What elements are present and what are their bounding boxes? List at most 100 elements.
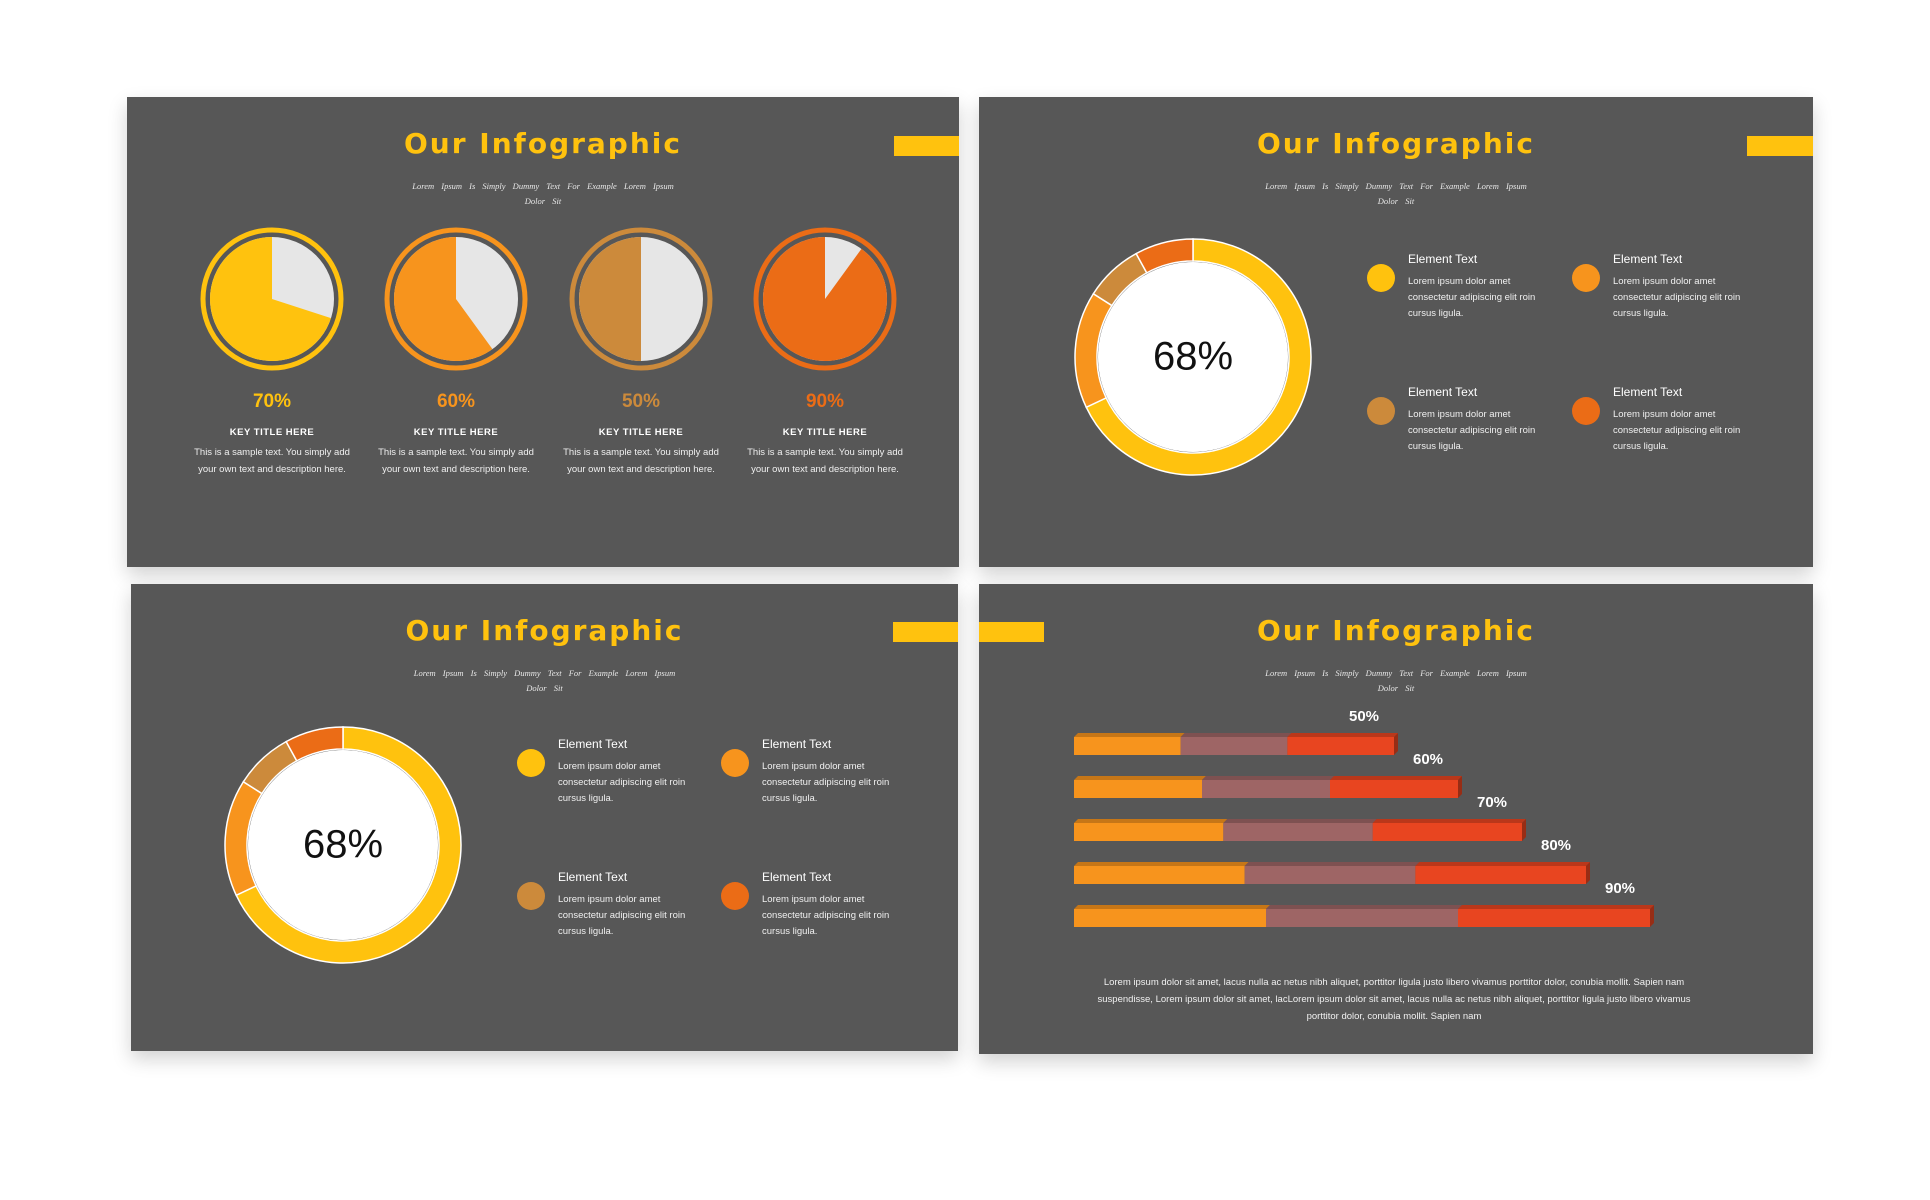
accent-bar xyxy=(1747,136,1813,156)
pie-slice xyxy=(393,237,493,361)
legend-title: Element Text xyxy=(1408,385,1478,399)
pie-percent: 50% xyxy=(621,391,661,412)
slide-title: Our Infographic xyxy=(405,614,684,647)
key-title: KEY TITLE HERE xyxy=(413,427,499,438)
pie-card: 60% KEY TITLE HERE This is a sample text… xyxy=(366,227,546,478)
bar-value-label: 80% xyxy=(1541,837,1572,854)
bar-top-face xyxy=(1074,905,1270,909)
pie-card: 70% KEY TITLE HERE This is a sample text… xyxy=(182,227,362,478)
key-description: This is a sample text. You simply add yo… xyxy=(378,447,534,475)
slide-donut-alt: Our Infographic Lorem Ipsum Is Simply Du… xyxy=(131,584,958,1051)
bar-top-face xyxy=(1074,733,1185,737)
pie-percent: 90% xyxy=(805,391,845,412)
legend-description: Lorem ipsum dolor amet consectetur adipi… xyxy=(1408,409,1536,452)
donut-hole xyxy=(248,750,438,940)
key-description: This is a sample text. You simply add yo… xyxy=(747,447,903,475)
legend-title: Element Text xyxy=(558,737,628,751)
donut-segment xyxy=(1135,238,1194,274)
legend-title: Element Text xyxy=(1613,252,1683,266)
bar-segment xyxy=(1244,866,1416,884)
bar-segment xyxy=(1223,823,1373,841)
bar-top-face xyxy=(1266,905,1462,909)
bar-top-face xyxy=(1180,733,1292,737)
donut-segment xyxy=(235,726,462,964)
bar-segment xyxy=(1415,866,1586,884)
pie-chart xyxy=(569,227,713,371)
pie-slice xyxy=(579,237,641,361)
legend-dot xyxy=(1572,264,1600,292)
accent-bar xyxy=(893,622,958,642)
key-title: KEY TITLE HERE xyxy=(229,427,315,438)
legend-dot xyxy=(1572,397,1600,425)
bar-segment xyxy=(1372,823,1522,841)
legend-dot xyxy=(721,749,749,777)
legend-description: Lorem ipsum dolor amet consectetur adipi… xyxy=(1613,276,1741,319)
bar-top-face xyxy=(1074,819,1228,823)
bar-top-face xyxy=(1372,819,1526,823)
pie-card: 50% KEY TITLE HERE This is a sample text… xyxy=(551,227,731,478)
bar-top-face xyxy=(1330,776,1462,780)
bar-top-face xyxy=(1458,905,1654,909)
legend-title: Element Text xyxy=(1408,252,1478,266)
bar-segment xyxy=(1074,866,1245,884)
key-title: KEY TITLE HERE xyxy=(782,427,868,438)
bar-segment xyxy=(1330,780,1458,798)
bar-end-face xyxy=(1522,819,1526,841)
donut-hole xyxy=(1098,262,1288,452)
bar-segment xyxy=(1287,737,1394,755)
legend-description: Lorem ipsum dolor amet consectetur adipi… xyxy=(1613,409,1741,452)
bar-segment xyxy=(1074,737,1181,755)
slide-title: Our Infographic xyxy=(1257,127,1535,160)
footer-text: Lorem ipsum dolor sit amet, lacus nulla … xyxy=(1097,977,1691,1022)
donut-center-label: 68% xyxy=(1152,334,1234,379)
pie-card: 90% KEY TITLE HERE This is a sample text… xyxy=(735,227,915,478)
donut-chart: 68% xyxy=(224,726,462,964)
slide-donut: Our Infographic Lorem Ipsum Is Simply Du… xyxy=(979,97,1813,567)
accent-bar xyxy=(894,136,959,156)
legend-title: Element Text xyxy=(558,870,628,884)
pie-chart xyxy=(384,227,528,371)
bar-value-label: 50% xyxy=(1349,708,1380,725)
pie-outer-ring xyxy=(384,227,528,371)
slide-pies: Our Infographic Lorem Ipsum Is Simply Du… xyxy=(127,97,959,567)
slide-title: Our Infographic xyxy=(1257,614,1535,647)
bar-segment xyxy=(1074,909,1266,927)
bar-top-face xyxy=(1415,862,1590,866)
donut-chart: 68% xyxy=(1074,238,1312,476)
bar-top-face xyxy=(1074,862,1249,866)
bar-segment xyxy=(1202,780,1330,798)
donut-segment xyxy=(1085,238,1312,476)
bar-segment xyxy=(1266,909,1458,927)
legend-dot xyxy=(517,882,545,910)
pie-slice xyxy=(763,237,887,361)
pie-outer-ring xyxy=(753,227,897,371)
legend-dot xyxy=(517,749,545,777)
slide-title: Our Infographic xyxy=(404,127,682,160)
pie-chart xyxy=(753,227,897,371)
donut-center-label: 68% xyxy=(302,822,384,867)
legend-description: Lorem ipsum dolor amet consectetur adipi… xyxy=(558,894,686,937)
pie-chart xyxy=(200,227,344,371)
donut-segment xyxy=(285,726,344,762)
bar-value-label: 70% xyxy=(1477,794,1508,811)
bar-end-face xyxy=(1650,905,1654,927)
legend-description: Lorem ipsum dolor amet consectetur adipi… xyxy=(1408,276,1536,319)
legend-dot xyxy=(721,882,749,910)
slide-subtitle: Lorem Ipsum Is Simply Dummy Text For Exa… xyxy=(413,668,676,693)
legend-title: Element Text xyxy=(762,870,832,884)
bar-segment xyxy=(1074,780,1202,798)
legend-dot xyxy=(1367,264,1395,292)
legend-title: Element Text xyxy=(762,737,832,751)
bar-value-label: 60% xyxy=(1413,751,1444,768)
legend-description: Lorem ipsum dolor amet consectetur adipi… xyxy=(762,761,890,804)
pie-outer-ring xyxy=(200,227,344,371)
legend-description: Lorem ipsum dolor amet consectetur adipi… xyxy=(762,894,890,937)
bar-segment xyxy=(1180,737,1288,755)
slide-subtitle: Lorem Ipsum Is Simply Dummy Text For Exa… xyxy=(1265,181,1527,206)
pie-slice xyxy=(209,237,331,361)
slide-subtitle: Lorem Ipsum Is Simply Dummy Text For Exa… xyxy=(1265,668,1527,693)
bar-end-face xyxy=(1458,776,1462,798)
slide-bars: Our Infographic Lorem Ipsum Is Simply Du… xyxy=(979,584,1813,1054)
bar-chart xyxy=(1074,733,1654,927)
accent-bar xyxy=(979,622,1044,642)
